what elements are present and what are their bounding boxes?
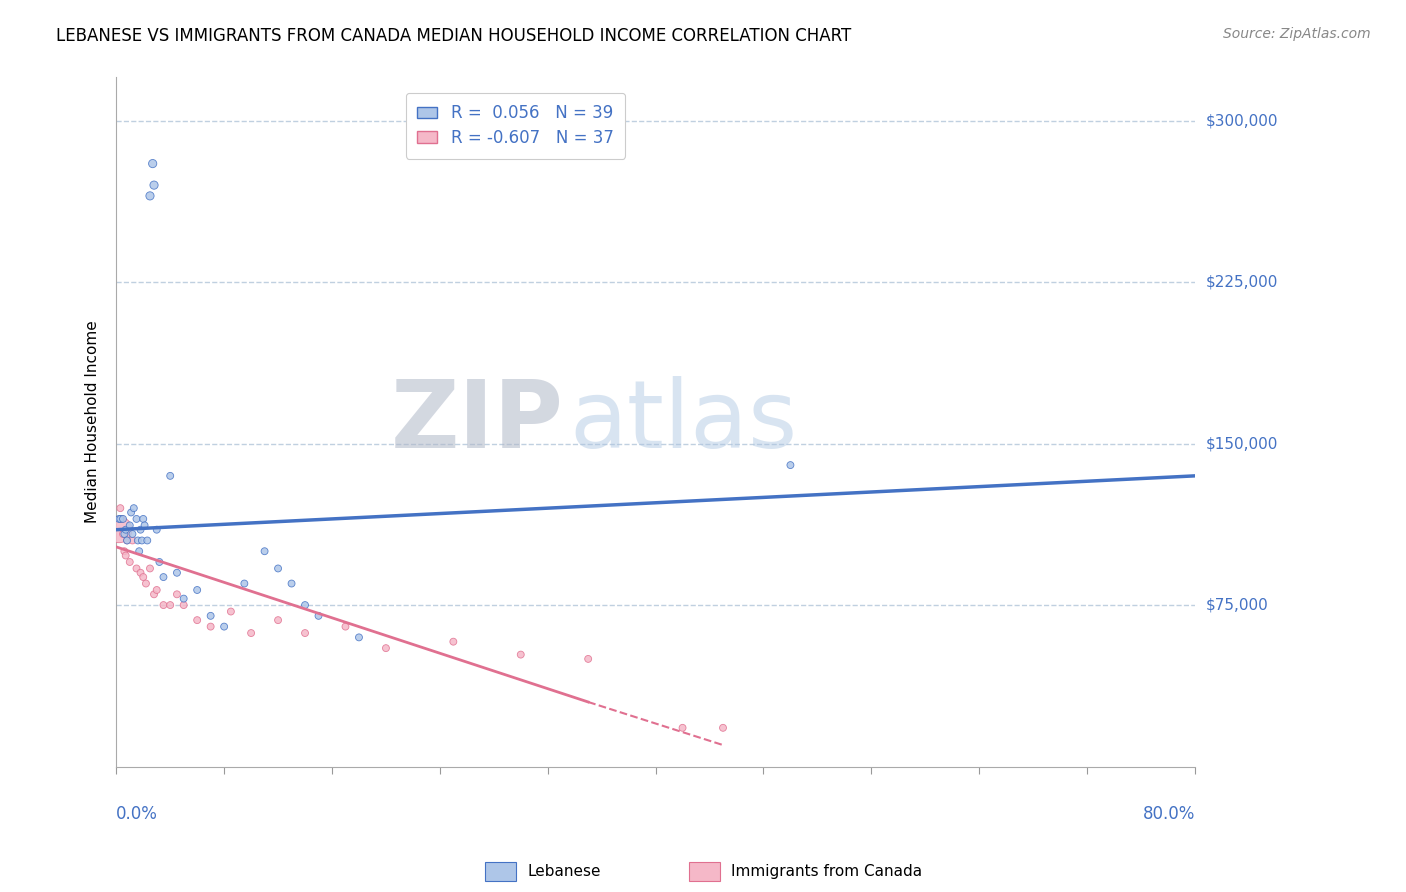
Point xyxy=(200,608,222,623)
Text: $75,000: $75,000 xyxy=(1206,598,1268,613)
Point xyxy=(112,544,135,558)
Point xyxy=(132,512,155,526)
Point xyxy=(374,641,396,656)
Point xyxy=(347,631,370,645)
Text: $300,000: $300,000 xyxy=(1206,113,1278,128)
Point xyxy=(110,512,132,526)
Point xyxy=(152,598,174,612)
Point xyxy=(308,608,330,623)
Point xyxy=(294,598,316,612)
Point xyxy=(173,598,195,612)
Point xyxy=(186,582,208,597)
Point xyxy=(671,721,693,735)
Point xyxy=(129,566,152,580)
Point xyxy=(267,561,290,575)
Point xyxy=(125,561,148,575)
Legend: R =  0.056   N = 39, R = -0.607   N = 37: R = 0.056 N = 39, R = -0.607 N = 37 xyxy=(405,93,626,159)
Text: LEBANESE VS IMMIGRANTS FROM CANADA MEDIAN HOUSEHOLD INCOME CORRELATION CHART: LEBANESE VS IMMIGRANTS FROM CANADA MEDIA… xyxy=(56,27,852,45)
Point xyxy=(441,634,464,648)
Point xyxy=(145,523,167,537)
Point xyxy=(111,512,134,526)
Point xyxy=(143,178,166,193)
Point xyxy=(115,533,138,548)
Point xyxy=(125,512,148,526)
Point xyxy=(115,533,138,548)
Point xyxy=(186,613,208,627)
Point xyxy=(129,523,152,537)
Point xyxy=(294,626,316,640)
Point xyxy=(166,587,188,601)
Point xyxy=(152,570,174,584)
Point xyxy=(118,555,141,569)
Point xyxy=(233,576,256,591)
Point xyxy=(139,561,162,575)
Point xyxy=(509,648,531,662)
Point xyxy=(145,582,167,597)
Point xyxy=(166,566,188,580)
Point xyxy=(280,576,302,591)
Point xyxy=(118,518,141,533)
Point xyxy=(131,533,153,548)
Point xyxy=(212,619,235,633)
Point xyxy=(136,533,159,548)
Point xyxy=(108,523,131,537)
Point xyxy=(114,523,136,537)
Point xyxy=(128,544,150,558)
Point xyxy=(139,189,162,203)
Point xyxy=(143,587,166,601)
Point xyxy=(240,626,263,640)
Point xyxy=(142,156,165,170)
Point xyxy=(111,512,134,526)
Point xyxy=(335,619,357,633)
Point xyxy=(576,652,599,666)
Point xyxy=(711,721,734,735)
Text: Immigrants from Canada: Immigrants from Canada xyxy=(731,864,922,879)
Point xyxy=(219,605,242,619)
Text: 0.0%: 0.0% xyxy=(117,805,157,823)
Point xyxy=(122,501,145,516)
Y-axis label: Median Household Income: Median Household Income xyxy=(86,320,100,524)
Point xyxy=(121,533,143,548)
Point xyxy=(114,549,136,563)
Point xyxy=(200,619,222,633)
Point xyxy=(267,613,290,627)
Point xyxy=(253,544,276,558)
Point xyxy=(779,458,801,472)
Text: 80.0%: 80.0% xyxy=(1143,805,1195,823)
Point xyxy=(108,512,131,526)
Text: atlas: atlas xyxy=(569,376,797,468)
Text: $150,000: $150,000 xyxy=(1206,436,1278,451)
Text: Lebanese: Lebanese xyxy=(527,864,600,879)
Text: ZIP: ZIP xyxy=(391,376,564,468)
Point xyxy=(120,506,142,520)
Point xyxy=(110,501,132,516)
Point xyxy=(111,527,134,541)
Point xyxy=(134,518,156,533)
Point xyxy=(121,527,143,541)
Point xyxy=(159,598,181,612)
Point xyxy=(135,576,157,591)
Point xyxy=(148,555,170,569)
Point xyxy=(132,570,155,584)
Point xyxy=(159,468,181,483)
Text: $225,000: $225,000 xyxy=(1206,275,1278,290)
Text: Source: ZipAtlas.com: Source: ZipAtlas.com xyxy=(1223,27,1371,41)
Point xyxy=(173,591,195,606)
Point xyxy=(127,533,149,548)
Point xyxy=(112,527,135,541)
